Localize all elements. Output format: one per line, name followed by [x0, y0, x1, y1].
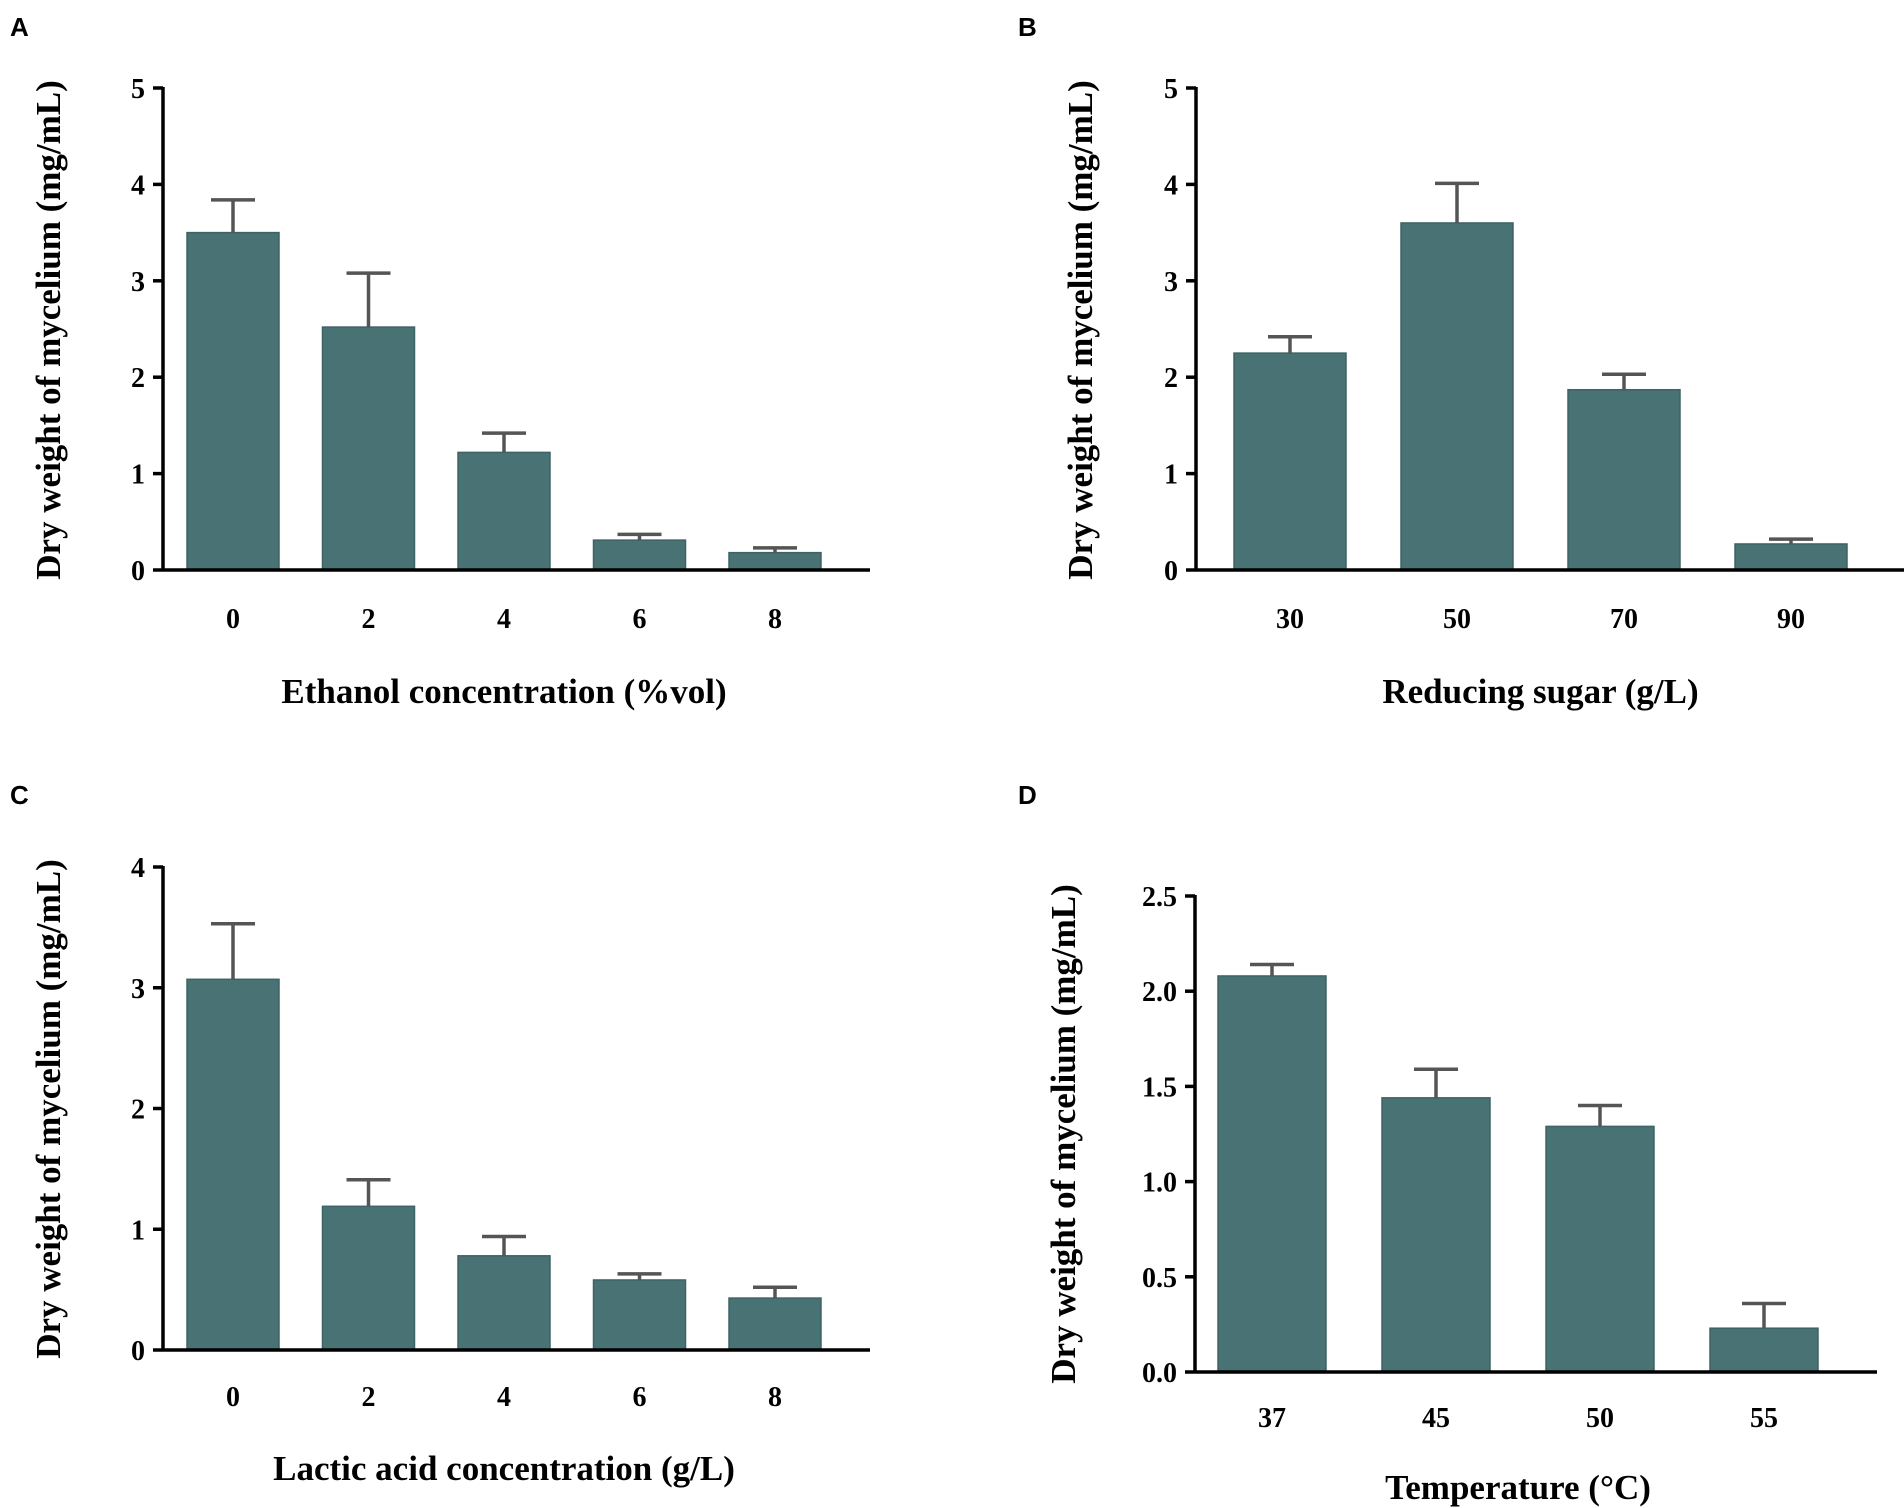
- bar-55: [1709, 1327, 1819, 1373]
- x-tick-label: 6: [633, 1382, 647, 1413]
- y-tick-label: 3: [131, 974, 145, 1005]
- x-axis-title: Ethanol concentration (%vol): [281, 672, 726, 711]
- y-tick-label: 1: [1164, 460, 1178, 491]
- y-tick-label: 2: [1164, 363, 1178, 394]
- error-bar-55: [1742, 1301, 1786, 1329]
- bar-70: [1567, 388, 1681, 571]
- x-tick-label: 2: [362, 1382, 376, 1413]
- y-axis-title: Dry weight of mycelium (mg/mL): [29, 80, 68, 580]
- bar-90: [1734, 543, 1848, 571]
- error-bar-8: [753, 1285, 797, 1299]
- error-bar-37: [1250, 962, 1294, 976]
- y-tick-label: 0: [1164, 556, 1178, 587]
- y-axis-title: Dry weight of mycelium (mg/mL): [1061, 80, 1100, 580]
- y-tick-label: 2.0: [1142, 977, 1177, 1008]
- bar-30: [1233, 352, 1347, 571]
- error-bar-4: [482, 1234, 526, 1256]
- error-bar-30: [1268, 334, 1312, 354]
- x-tick-label: 70: [1610, 604, 1638, 635]
- panel-letter: B: [1018, 12, 1037, 42]
- error-bar-0: [211, 922, 255, 980]
- error-bar-4: [482, 431, 526, 453]
- bar-2: [321, 1205, 416, 1351]
- y-tick-label: 4: [1164, 170, 1178, 201]
- x-tick-label: 6: [633, 604, 647, 635]
- x-tick-label: 0: [226, 604, 240, 635]
- error-bar-2: [346, 271, 391, 328]
- error-bar-50: [1578, 1103, 1622, 1127]
- bar-37: [1217, 975, 1327, 1373]
- y-tick-label: 0.5: [1142, 1263, 1177, 1294]
- y-tick-label: 2: [131, 363, 145, 394]
- bar-8: [728, 551, 822, 571]
- panel-b: B 30 50 70 90 0 1 2 3 4 5 Dry weight of mycelium (m…: [1018, 12, 1904, 711]
- x-axis-title: Lactic acid concentration (g/L): [273, 1449, 735, 1488]
- bar-50: [1400, 222, 1514, 571]
- x-tick-label: 90: [1777, 604, 1805, 635]
- x-tick-label: 8: [768, 1382, 782, 1413]
- error-bar-6: [617, 532, 662, 541]
- y-tick-label: 5: [1164, 74, 1178, 105]
- bar-6: [592, 1279, 687, 1351]
- x-tick-label: 50: [1443, 604, 1471, 635]
- y-tick-label: 1.5: [1142, 1072, 1177, 1103]
- y-tick-label: 0.0: [1142, 1358, 1177, 1389]
- panel-c: C 0 2 4 6 8 0 1 2 3 4 Dry weight of mycelium (mg/mL…: [10, 780, 870, 1488]
- x-tick-label: 4: [497, 604, 511, 635]
- y-tick-label: 4: [131, 170, 145, 201]
- error-bar-2: [346, 1177, 391, 1207]
- y-tick-label: 4: [131, 853, 145, 884]
- y-tick-label: 0: [131, 556, 145, 587]
- y-tick-label: 2: [131, 1095, 145, 1126]
- bar-4: [457, 451, 551, 571]
- error-bar-45: [1414, 1067, 1458, 1098]
- x-tick-label: 45: [1422, 1403, 1450, 1434]
- y-tick-label: 5: [131, 74, 145, 105]
- bar-50: [1545, 1125, 1655, 1373]
- x-tick-label: 55: [1750, 1403, 1778, 1434]
- error-bar-0: [211, 198, 255, 233]
- error-bar-50: [1435, 181, 1479, 223]
- panel-letter: A: [10, 12, 29, 42]
- y-tick-label: 3: [1164, 267, 1178, 298]
- bar-2: [321, 326, 416, 571]
- x-tick-label: 8: [768, 604, 782, 635]
- bar-45: [1381, 1097, 1491, 1373]
- x-tick-label: 4: [497, 1382, 511, 1413]
- x-axis-title: Reducing sugar (g/L): [1382, 672, 1698, 711]
- y-axis-title: Dry weight of mycelium (mg/mL): [29, 859, 68, 1359]
- x-tick-label: 0: [226, 1382, 240, 1413]
- panel-letter: D: [1018, 780, 1037, 810]
- y-tick-label: 1: [131, 460, 145, 491]
- y-tick-label: 2.5: [1142, 882, 1177, 913]
- y-tick-label: 1: [131, 1215, 145, 1246]
- bar-0: [186, 978, 280, 1351]
- y-axis-title: Dry weight of mycelium (mg/mL): [1044, 884, 1083, 1384]
- bar-6: [592, 539, 687, 571]
- x-tick-label: 50: [1586, 1403, 1614, 1434]
- x-tick-label: 30: [1276, 604, 1304, 635]
- y-tick-label: 3: [131, 267, 145, 298]
- x-tick-label: 37: [1258, 1403, 1286, 1434]
- y-tick-label: 0: [131, 1336, 145, 1367]
- error-bar-70: [1602, 372, 1646, 390]
- bar-4: [457, 1255, 551, 1351]
- y-tick-label: 1.0: [1142, 1168, 1177, 1199]
- bar-0: [186, 231, 280, 571]
- x-tick-label: 2: [362, 604, 376, 635]
- panel-d: D 37 45 50 55 0.0 0.5 1.0 1.5 2.0 2.5 Dry weight of…: [1018, 780, 1877, 1507]
- bar-8: [728, 1297, 822, 1351]
- x-axis-title: Temperature (°C): [1385, 1468, 1651, 1507]
- error-bar-90: [1769, 537, 1813, 544]
- panel-letter: C: [10, 780, 29, 810]
- error-bar-6: [617, 1272, 662, 1280]
- error-bar-8: [753, 546, 797, 553]
- panel-a: A 0 2 4 6 8 0 1 2 3 4 5 Dry weight of mycelium (mg/m…: [10, 12, 870, 711]
